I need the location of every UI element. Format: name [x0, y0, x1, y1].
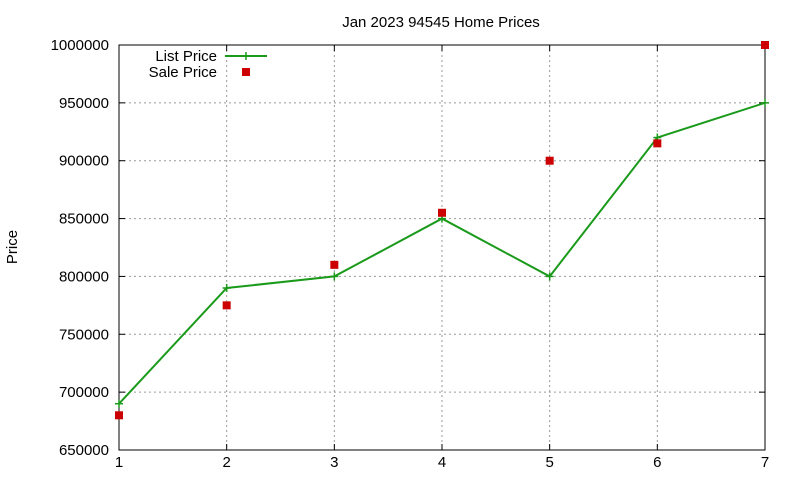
- data-point: [115, 411, 123, 420]
- series-1: [115, 41, 769, 420]
- y-tick-label: 800000: [59, 268, 109, 285]
- legend-marker: [242, 52, 250, 60]
- series-layer: [115, 41, 769, 420]
- legend-marker: [242, 68, 250, 76]
- y-tick-label: 1000000: [51, 37, 109, 54]
- legend-item: List Price: [155, 48, 267, 65]
- series-line: [118, 101, 766, 405]
- legend-label: List Price: [155, 48, 217, 65]
- data-point: [545, 156, 554, 165]
- series-0: [115, 98, 769, 408]
- axes: 1 2 3 4 5 6 7 650000 700000 750000 800000 850000 900…: [51, 37, 770, 471]
- data-point: [330, 260, 339, 269]
- x-tick-label: 2: [222, 454, 230, 471]
- legend-item: Sale Price: [149, 64, 250, 81]
- grid: [119, 45, 765, 450]
- data-point: [330, 272, 339, 281]
- chart-title: Jan 2023 94545 Home Prices: [342, 14, 540, 31]
- y-tick-label: 900000: [59, 153, 109, 170]
- y-tick-label: 650000: [59, 442, 109, 459]
- x-tick-label: 7: [761, 454, 769, 471]
- data-point: [761, 98, 769, 107]
- data-point: [222, 301, 231, 310]
- data-point: [653, 139, 662, 148]
- x-tick-label: 3: [330, 454, 338, 471]
- y-tick-label: 850000: [59, 211, 109, 228]
- data-point: [545, 272, 554, 281]
- y-tick-label: 750000: [59, 326, 109, 343]
- x-tick-label: 4: [438, 454, 446, 471]
- data-point: [761, 41, 769, 49]
- legend-label: Sale Price: [149, 64, 217, 81]
- x-tick-label: 6: [653, 454, 661, 471]
- y-axis-label: Price: [4, 230, 21, 264]
- x-tick-label: 5: [545, 454, 553, 471]
- y-tick-label: 950000: [59, 95, 109, 112]
- data-point: [115, 399, 123, 408]
- x-tick-label: 1: [115, 454, 123, 471]
- y-tick-label: 700000: [59, 384, 109, 401]
- data-point: [222, 284, 231, 292]
- data-point: [438, 208, 446, 217]
